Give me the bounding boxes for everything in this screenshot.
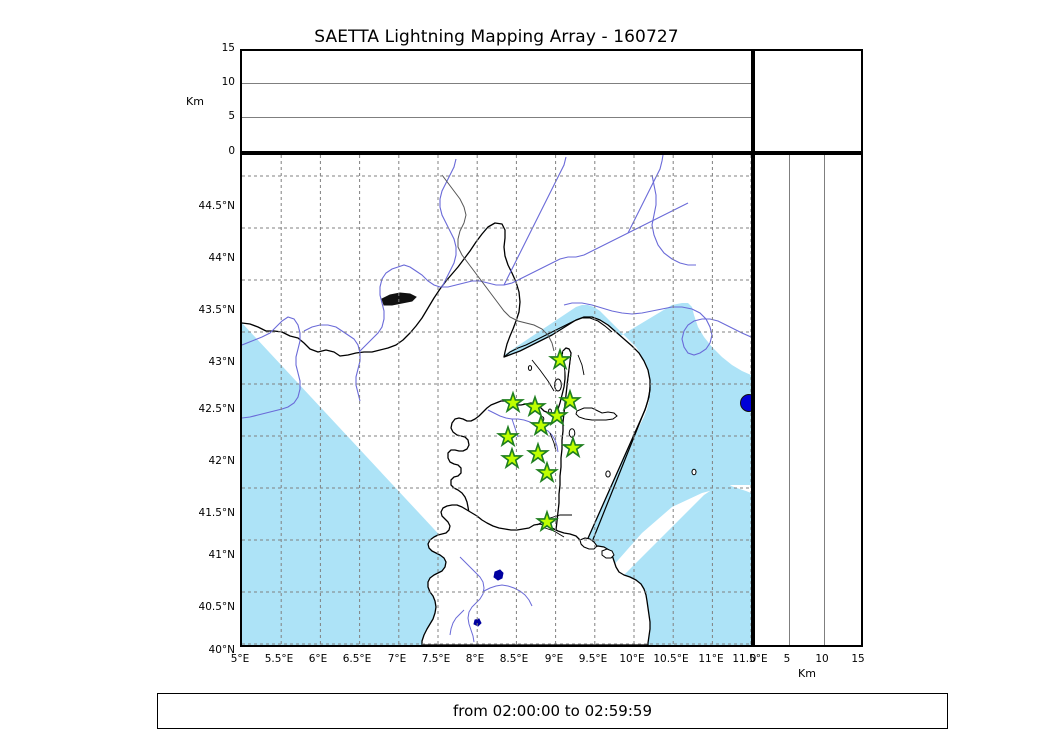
corner-panel (753, 49, 863, 153)
vhf-source-dot (740, 394, 751, 412)
map-ytick-40: 40°N (208, 644, 235, 656)
top-panel-ytick-15: 15 (221, 42, 235, 54)
map-xtick-11: 11°E (698, 653, 724, 665)
side-panel-xtick-15: 15 (851, 653, 865, 665)
map-xtick-11-5: 11.5°E (732, 653, 768, 665)
map-xtick-8-5: 8.5°E (499, 653, 529, 665)
map-ytick-41-5: 41.5°N (198, 507, 235, 519)
side-panel-gridline-10 (824, 155, 825, 645)
map-ytick-42-5: 42.5°N (198, 403, 235, 415)
time-range-caption: from 02:00:00 to 02:59:59 (157, 693, 948, 729)
top-panel-ytick-0: 0 (228, 145, 235, 157)
side-panel-xtick-5: 5 (783, 653, 791, 665)
map-ytick-44-5: 44.5°N (198, 200, 235, 212)
map-xtick-5: 5°E (230, 653, 250, 665)
top-panel-gridline-10 (242, 83, 751, 85)
map-xtick-6: 6°E (308, 653, 328, 665)
map-xtick-9: 9°E (544, 653, 564, 665)
map-ytick-44: 44°N (208, 252, 235, 264)
page-title: SAETTA Lightning Mapping Array - 160727 (314, 27, 679, 47)
top-panel-ytick-5: 5 (228, 110, 235, 122)
top-panel-gridline-5 (242, 117, 751, 118)
top-panel-ylabel: Km (186, 95, 204, 108)
side-panel-xlabel: Km (798, 667, 816, 680)
map-xtick-7: 7°E (387, 653, 407, 665)
side-panel-gridline-5 (788, 155, 790, 645)
map-xtick-10-5: 10.5°E (653, 653, 689, 665)
map-ytick-41: 41°N (208, 549, 235, 561)
map-xtick-7-5: 7.5°E (421, 653, 451, 665)
map-xtick-10: 10°E (619, 653, 645, 665)
time-range-text: from 02:00:00 to 02:59:59 (452, 702, 652, 720)
top-altitude-panel[interactable] (240, 49, 753, 153)
map-plot-area[interactable] (240, 153, 753, 647)
side-altitude-panel[interactable] (753, 153, 863, 647)
top-panel-ytick-10: 10 (221, 76, 235, 88)
map-graphic (242, 155, 751, 645)
map-xtick-6-5: 6.5°E (342, 653, 372, 665)
side-panel-xtick-0: 0 (749, 653, 757, 665)
map-ytick-40-5: 40.5°N (198, 601, 235, 613)
map-xtick-8: 8°E (465, 653, 485, 665)
map-xtick-9-5: 9.5°E (578, 653, 608, 665)
map-ytick-43: 43°N (208, 356, 235, 368)
map-ytick-43-5: 43.5°N (198, 304, 235, 316)
map-xtick-5-5: 5.5°E (264, 653, 294, 665)
side-panel-xtick-10: 10 (815, 653, 829, 665)
map-ytick-42: 42°N (208, 455, 235, 467)
